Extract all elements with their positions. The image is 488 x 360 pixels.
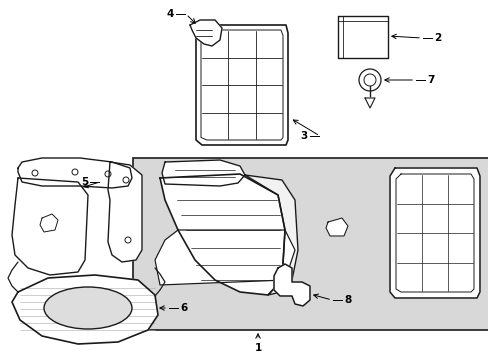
Polygon shape bbox=[162, 160, 244, 186]
Polygon shape bbox=[155, 230, 294, 285]
Circle shape bbox=[123, 177, 129, 183]
Text: 2: 2 bbox=[433, 33, 440, 43]
Circle shape bbox=[125, 237, 131, 243]
Polygon shape bbox=[12, 178, 88, 275]
Polygon shape bbox=[273, 264, 309, 306]
Polygon shape bbox=[40, 214, 58, 232]
Polygon shape bbox=[389, 168, 479, 298]
Text: 4: 4 bbox=[166, 9, 174, 19]
Text: 6: 6 bbox=[180, 303, 187, 313]
Polygon shape bbox=[160, 174, 285, 295]
Text: 8: 8 bbox=[343, 295, 350, 305]
Ellipse shape bbox=[44, 287, 132, 329]
Circle shape bbox=[72, 169, 78, 175]
Text: 3: 3 bbox=[300, 131, 307, 141]
Circle shape bbox=[105, 171, 111, 177]
Text: 7: 7 bbox=[426, 75, 433, 85]
Bar bbox=[133, 158, 488, 330]
Polygon shape bbox=[196, 25, 287, 145]
Polygon shape bbox=[190, 20, 222, 46]
Circle shape bbox=[358, 69, 380, 91]
Polygon shape bbox=[108, 162, 142, 262]
Polygon shape bbox=[244, 175, 297, 295]
Text: 1: 1 bbox=[254, 343, 261, 353]
Polygon shape bbox=[337, 16, 387, 58]
Polygon shape bbox=[12, 275, 158, 344]
Polygon shape bbox=[364, 98, 374, 108]
Polygon shape bbox=[18, 158, 132, 188]
Circle shape bbox=[363, 74, 375, 86]
Text: 5: 5 bbox=[81, 177, 88, 187]
Circle shape bbox=[32, 170, 38, 176]
Polygon shape bbox=[325, 218, 347, 236]
